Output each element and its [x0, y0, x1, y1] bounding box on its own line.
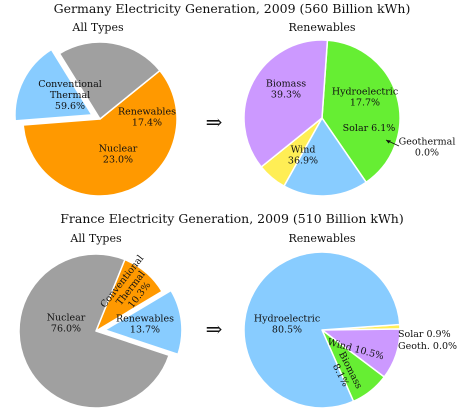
- pie-1-leader-arrowhead: [386, 140, 391, 144]
- germany-all-types-pie: Conventional Thermal 59.6% Renewables 17.4% N…: [14, 41, 178, 197]
- pie-1-slice-biomass: [321, 39, 401, 184]
- pie-3-label-solar: Solar 0.9%: [398, 329, 451, 340]
- pie-2-slice-nuclear: [18, 253, 170, 409]
- pie-0-label-nuclear: Nuclear 23.0%: [99, 144, 138, 166]
- france-arrow: ⇒: [206, 317, 223, 341]
- pie-1-slice-wind: [243, 39, 329, 168]
- pie-1-label-geothermal: Geothermal 0.0%: [399, 137, 456, 159]
- france-renewables-pie: Solar 0.9%Geoth. 0.0%Wind 10.5%Biomass8.…: [243, 251, 457, 409]
- germany-renewables-pie: Biomass 39.3% Hydroelectric 17.7% Solar 6.1%…: [243, 39, 456, 197]
- germany-title: Germany Electricity Generation, 2009 (56…: [54, 1, 411, 16]
- france-title: France Electricity Generation, 2009 (510…: [60, 211, 403, 226]
- pie-2-label-renewables: Renewables 13.7%: [116, 314, 174, 336]
- pie-1-label-wind: Wind 36.9%: [288, 145, 318, 167]
- germany-arrow: ⇒: [206, 110, 223, 134]
- france-renewables-subtitle: Renewables: [288, 232, 355, 245]
- pie-3-label-geoth: Geoth. 0.0%: [398, 341, 457, 352]
- pie-1-label-solar: Solar 6.1%: [343, 123, 396, 134]
- pie-0-label-conventional-thermal: Conventional Thermal 59.6%: [38, 79, 102, 112]
- pie-0-slice-nuclear: [58, 41, 161, 120]
- pie-0-label-renewables: Renewables 17.4%: [118, 107, 176, 129]
- france-all-types-subtitle: All Types: [69, 232, 122, 245]
- pie-0-slice-conventional-thermal: [22, 69, 178, 197]
- pie-2-slice-renewables: [104, 289, 183, 356]
- germany-renewables-subtitle: Renewables: [288, 21, 355, 34]
- pie-3-label-hydroelectric: Hydroelectric 80.5%: [254, 314, 320, 336]
- pie-1-slice-hydroelectric: [283, 117, 367, 197]
- pie-1-label-biomass: Biomass 39.3%: [266, 79, 306, 101]
- pie-1-label-hydroelectric: Hydroelectric 17.7%: [332, 87, 398, 109]
- pie-2-label-nuclear: Nuclear 76.0%: [47, 313, 86, 335]
- france-all-types-pie: ConventionalThermal10.3%Renewables 13.7%N…: [18, 253, 183, 409]
- pie-3-slice-hydroelectric: [243, 251, 401, 409]
- pie-0-slice-renewables: [14, 48, 93, 122]
- germany-all-types-subtitle: All Types: [71, 21, 124, 34]
